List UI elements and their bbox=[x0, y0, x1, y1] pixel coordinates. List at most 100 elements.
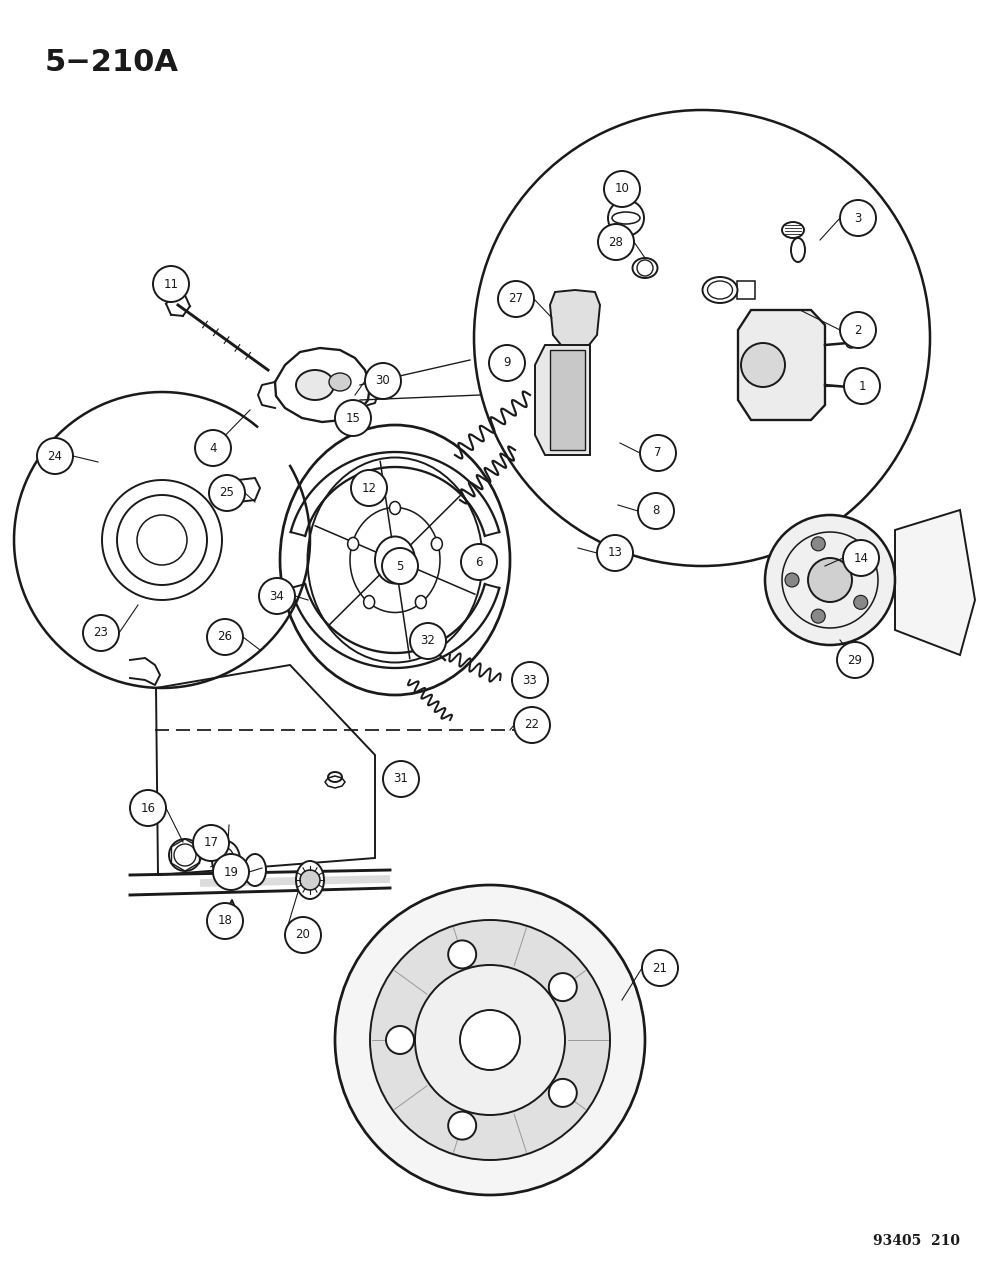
Circle shape bbox=[424, 640, 440, 657]
Circle shape bbox=[153, 266, 189, 302]
Text: 4: 4 bbox=[209, 441, 217, 454]
Ellipse shape bbox=[169, 839, 201, 871]
Ellipse shape bbox=[329, 374, 351, 391]
Circle shape bbox=[514, 708, 550, 743]
Polygon shape bbox=[550, 351, 585, 450]
Circle shape bbox=[259, 578, 295, 615]
Polygon shape bbox=[738, 310, 825, 419]
Circle shape bbox=[300, 870, 320, 890]
Circle shape bbox=[382, 548, 418, 584]
Circle shape bbox=[549, 1079, 577, 1107]
Ellipse shape bbox=[431, 538, 442, 551]
Circle shape bbox=[461, 544, 497, 580]
Circle shape bbox=[213, 854, 249, 890]
Circle shape bbox=[853, 551, 868, 565]
Text: 20: 20 bbox=[295, 928, 310, 941]
Circle shape bbox=[410, 623, 446, 659]
Text: 8: 8 bbox=[652, 505, 660, 518]
Text: 12: 12 bbox=[362, 482, 377, 495]
Text: 21: 21 bbox=[652, 961, 668, 974]
Circle shape bbox=[840, 312, 876, 348]
Circle shape bbox=[195, 430, 231, 465]
Text: 25: 25 bbox=[220, 487, 235, 500]
Text: 11: 11 bbox=[164, 278, 178, 291]
Circle shape bbox=[638, 493, 674, 529]
Text: 16: 16 bbox=[141, 802, 156, 815]
Circle shape bbox=[512, 662, 548, 697]
Text: 3: 3 bbox=[854, 212, 862, 224]
Text: 9: 9 bbox=[503, 357, 510, 370]
Circle shape bbox=[843, 541, 879, 576]
Ellipse shape bbox=[791, 238, 805, 261]
Text: 27: 27 bbox=[508, 292, 523, 306]
Circle shape bbox=[489, 346, 525, 381]
Text: 6: 6 bbox=[476, 556, 483, 569]
Circle shape bbox=[83, 615, 119, 652]
Ellipse shape bbox=[212, 842, 240, 878]
Text: 13: 13 bbox=[607, 547, 622, 560]
Circle shape bbox=[608, 200, 644, 236]
Circle shape bbox=[741, 343, 785, 388]
Circle shape bbox=[597, 536, 633, 571]
Circle shape bbox=[209, 476, 245, 511]
Text: 7: 7 bbox=[654, 446, 662, 459]
Text: 14: 14 bbox=[853, 552, 868, 565]
Circle shape bbox=[808, 558, 852, 602]
Text: 31: 31 bbox=[393, 773, 408, 785]
Circle shape bbox=[460, 1010, 520, 1070]
Circle shape bbox=[598, 224, 634, 260]
Ellipse shape bbox=[296, 370, 334, 400]
Text: 32: 32 bbox=[420, 635, 435, 648]
Circle shape bbox=[549, 973, 577, 1001]
Circle shape bbox=[370, 921, 610, 1160]
Text: 28: 28 bbox=[608, 236, 623, 249]
Circle shape bbox=[765, 515, 895, 645]
Circle shape bbox=[604, 171, 640, 207]
Ellipse shape bbox=[389, 501, 400, 515]
Circle shape bbox=[853, 595, 868, 609]
Text: 24: 24 bbox=[48, 450, 62, 463]
Circle shape bbox=[642, 950, 678, 986]
Circle shape bbox=[844, 368, 880, 404]
Text: 30: 30 bbox=[376, 375, 390, 388]
Circle shape bbox=[640, 435, 676, 470]
Circle shape bbox=[812, 609, 826, 623]
Text: 2: 2 bbox=[854, 324, 862, 337]
Circle shape bbox=[335, 885, 645, 1195]
Ellipse shape bbox=[364, 595, 375, 608]
Circle shape bbox=[193, 825, 229, 861]
Circle shape bbox=[207, 618, 243, 655]
Ellipse shape bbox=[782, 222, 804, 238]
Circle shape bbox=[335, 400, 371, 436]
Circle shape bbox=[498, 280, 534, 317]
Text: 33: 33 bbox=[522, 673, 537, 686]
Polygon shape bbox=[535, 346, 590, 455]
Text: 26: 26 bbox=[217, 631, 233, 644]
Polygon shape bbox=[895, 510, 975, 655]
Text: 34: 34 bbox=[270, 589, 284, 603]
Ellipse shape bbox=[632, 258, 657, 278]
Text: 18: 18 bbox=[218, 914, 233, 927]
Circle shape bbox=[846, 338, 856, 348]
Circle shape bbox=[365, 363, 401, 399]
Text: 1: 1 bbox=[858, 380, 866, 393]
Ellipse shape bbox=[415, 595, 426, 608]
Text: 5: 5 bbox=[396, 560, 403, 572]
Ellipse shape bbox=[328, 771, 342, 782]
Circle shape bbox=[37, 439, 73, 474]
Ellipse shape bbox=[244, 854, 266, 886]
Ellipse shape bbox=[348, 538, 359, 551]
Circle shape bbox=[448, 941, 477, 969]
Circle shape bbox=[840, 200, 876, 236]
Ellipse shape bbox=[703, 277, 737, 303]
Text: 22: 22 bbox=[524, 719, 539, 732]
Polygon shape bbox=[550, 289, 600, 351]
Circle shape bbox=[812, 537, 826, 551]
Circle shape bbox=[130, 790, 166, 826]
Circle shape bbox=[383, 761, 419, 797]
Text: 10: 10 bbox=[614, 182, 629, 195]
Polygon shape bbox=[737, 280, 755, 300]
Text: 5−210A: 5−210A bbox=[45, 48, 179, 76]
Ellipse shape bbox=[296, 861, 324, 899]
Text: 19: 19 bbox=[224, 866, 239, 878]
